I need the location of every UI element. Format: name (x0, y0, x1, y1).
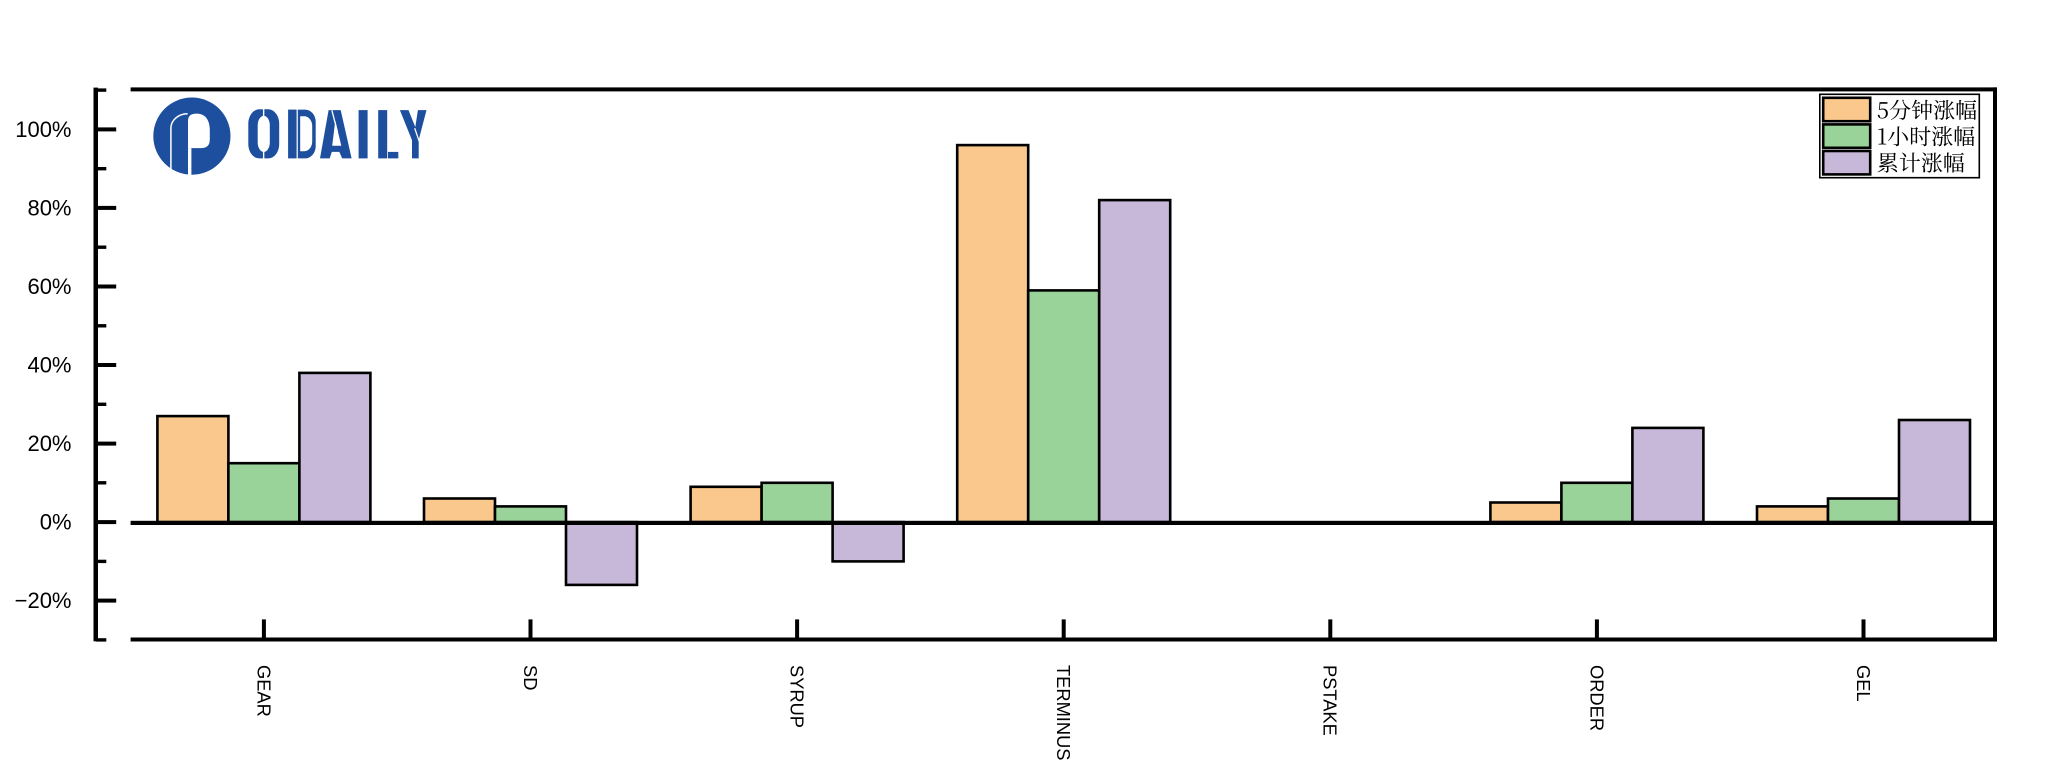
svg-text:SD: SD (520, 665, 541, 690)
svg-text:GEAR: GEAR (253, 665, 274, 717)
svg-text:80%: 80% (27, 195, 71, 220)
svg-text:GEL: GEL (1853, 665, 1874, 702)
svg-text:PSTAKE: PSTAKE (1320, 665, 1341, 736)
svg-text:20%: 20% (27, 431, 71, 456)
svg-text:TERMINUS: TERMINUS (1053, 665, 1074, 760)
svg-text:0%: 0% (40, 510, 72, 535)
svg-text:SYRUP: SYRUP (787, 665, 808, 728)
svg-text:60%: 60% (27, 274, 71, 299)
svg-text:100%: 100% (15, 117, 71, 142)
svg-text:40%: 40% (27, 352, 71, 377)
svg-text:ORDER: ORDER (1586, 665, 1607, 731)
svg-text:−20%: −20% (15, 588, 72, 613)
